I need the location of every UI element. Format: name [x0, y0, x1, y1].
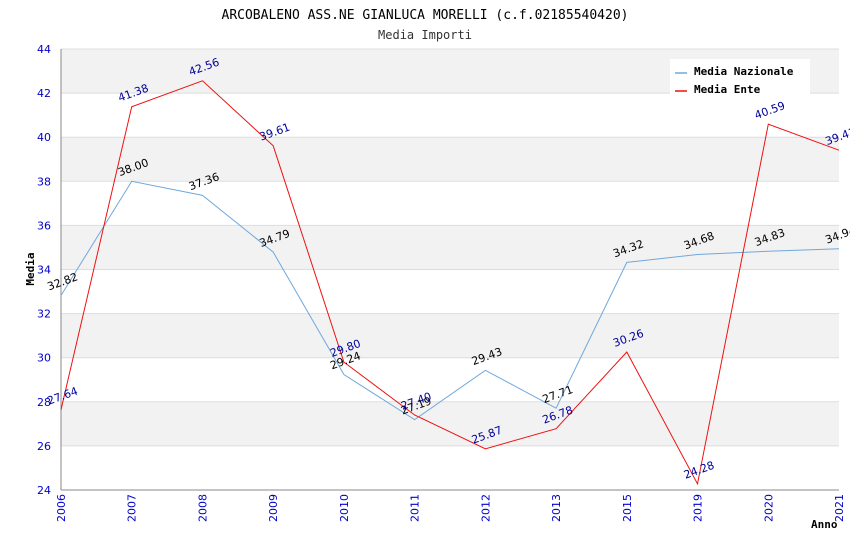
x-tick-label: 2007: [126, 494, 139, 522]
y-tick-label: 30: [37, 352, 51, 365]
y-tick-label: 32: [37, 308, 51, 321]
y-tick-label: 44: [37, 43, 51, 56]
series-lines: [60, 80, 840, 486]
series-line-ente: [60, 80, 840, 486]
y-tick-labels: 24 26 28 30 32 34 36 38 40 42 44: [37, 43, 51, 497]
x-tick-label: 2010: [338, 494, 351, 522]
x-tick-label: 2009: [267, 494, 280, 522]
y-tick-label: 28: [37, 396, 51, 409]
x-tick-label: 2020: [762, 494, 775, 522]
x-tick-label: 2008: [196, 494, 209, 522]
x-tick-label: 2021: [833, 494, 846, 522]
plot-band: [61, 401, 839, 446]
x-tick-label: 2012: [479, 494, 492, 522]
y-tick-label: 36: [37, 219, 51, 232]
chart-title: ARCOBALENO ASS.NE GIANLUCA MORELLI (c.f.…: [222, 8, 629, 23]
data-label: 24.28: [682, 459, 716, 482]
legend: Media Nazionale Media Ente: [670, 59, 810, 96]
x-tick-label: 2006: [55, 494, 68, 522]
x-tick-labels: 2006 2007 2008 2009 2010 2011 2012 2013 2015 2019…: [55, 494, 846, 522]
plot-band: [61, 313, 839, 358]
y-tick-label: 42: [37, 87, 51, 100]
y-tick-label: 34: [37, 264, 51, 277]
x-tick-label: 2011: [409, 494, 422, 522]
x-tick-label: 2013: [550, 494, 563, 522]
x-axis-label: Anno: [811, 518, 838, 531]
y-tick-label: 26: [37, 440, 51, 453]
plot-band: [61, 137, 839, 182]
y-axis-label: Media: [24, 252, 37, 285]
plot-band: [61, 225, 839, 270]
data-label: 39.41: [824, 125, 850, 148]
axes: [60, 49, 839, 491]
y-tick-label: 24: [37, 484, 51, 497]
chart-subtitle: Media Importi: [378, 28, 472, 42]
x-tick-label: 2015: [621, 494, 634, 522]
y-tick-label: 38: [37, 175, 51, 188]
legend-label-nazionale: Media Nazionale: [694, 65, 794, 78]
plot-bands: [61, 49, 839, 446]
series-line-nazionale: [60, 180, 840, 421]
x-tick-label: 2019: [692, 494, 705, 522]
legend-box: [670, 59, 810, 95]
legend-label-ente: Media Ente: [694, 83, 761, 96]
y-tick-label: 40: [37, 131, 51, 144]
data-label: 40.59: [753, 99, 787, 122]
